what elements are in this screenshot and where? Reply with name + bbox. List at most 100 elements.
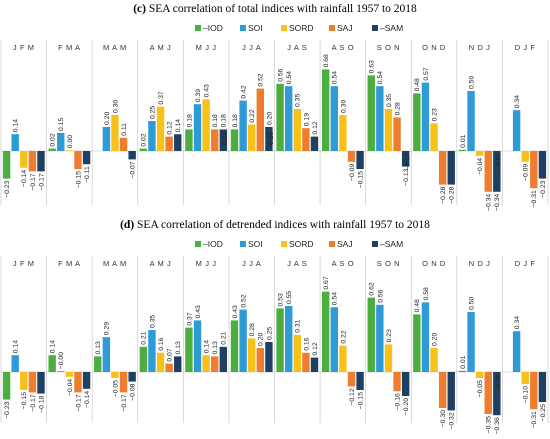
bar <box>512 110 521 151</box>
bar <box>57 371 65 372</box>
bar <box>321 69 330 151</box>
bar <box>356 151 364 169</box>
data-label: 0.30 <box>340 100 347 113</box>
data-label: 0.43 <box>204 84 211 97</box>
data-label: 0.68 <box>323 54 330 67</box>
legend-swatch <box>329 241 335 247</box>
bar <box>493 372 501 416</box>
bar <box>384 109 393 151</box>
bar <box>339 115 347 151</box>
data-label: 0.43 <box>232 305 239 318</box>
data-label: 0.16 <box>303 337 310 350</box>
data-label: 0.35 <box>149 315 156 328</box>
bar <box>219 129 228 151</box>
bar <box>430 348 438 372</box>
bar <box>94 356 102 372</box>
data-label: −0.14 <box>84 391 91 408</box>
bar <box>421 82 430 151</box>
bar <box>367 75 375 151</box>
category-label: S O N <box>377 259 400 268</box>
legend-label: SOI <box>248 23 263 33</box>
data-label: −0.32 <box>449 412 456 429</box>
category-label: J A S <box>287 43 307 52</box>
data-label: 0.28 <box>394 102 401 115</box>
category-label: F M A <box>58 43 81 52</box>
data-label: 0.54 <box>286 71 293 84</box>
data-label: −0.17 <box>30 173 37 190</box>
bar <box>2 372 11 400</box>
bar <box>512 331 521 372</box>
data-label: −0.11 <box>84 166 91 183</box>
bar <box>347 151 356 162</box>
data-label: 0.07 <box>167 348 174 361</box>
bar <box>530 151 538 189</box>
data-label: 0.48 <box>414 299 421 312</box>
bar <box>265 127 273 151</box>
data-label: 0.54 <box>332 292 339 305</box>
bar <box>484 372 492 414</box>
bar <box>48 148 56 151</box>
data-label: 0.29 <box>104 322 111 335</box>
bar <box>128 372 136 382</box>
bar <box>111 372 119 378</box>
data-label: −0.08 <box>130 383 137 400</box>
data-label: 0.42 <box>241 85 248 98</box>
category-label: A M J <box>150 43 172 52</box>
legend-swatch <box>372 241 378 247</box>
bar <box>11 355 19 372</box>
data-label: 0.19 <box>303 113 310 126</box>
bar <box>530 372 538 410</box>
data-label: 0.39 <box>195 89 202 102</box>
bar <box>521 372 529 384</box>
data-label: −0.09 <box>523 164 530 181</box>
bar <box>284 306 293 372</box>
data-label: 0.50 <box>468 76 475 89</box>
bar <box>82 372 91 389</box>
legend-swatch <box>240 25 246 31</box>
bar <box>447 151 455 185</box>
data-label: −0.13 <box>403 168 410 185</box>
data-label: 0.63 <box>369 60 376 73</box>
data-label: 0.35 <box>386 94 393 107</box>
bar <box>193 104 202 151</box>
data-label: −0.17 <box>30 394 37 411</box>
legend-label: SORD <box>289 23 314 33</box>
data-label: 0.13 <box>175 341 182 354</box>
data-label: 0.52 <box>241 294 248 307</box>
data-label: 0.12 <box>167 121 174 134</box>
data-label: −0.34 <box>494 194 501 211</box>
bar <box>265 342 273 372</box>
bar <box>458 370 467 372</box>
data-label: 0.67 <box>323 276 330 289</box>
legend-label: –IOD <box>203 23 223 33</box>
category-label: S O N <box>377 43 400 52</box>
category-label: M J J <box>196 259 217 268</box>
legend-label: SAJ <box>337 23 353 33</box>
bar <box>356 372 364 390</box>
data-label: −0.15 <box>75 171 82 188</box>
bar <box>401 151 410 167</box>
bar <box>119 372 128 393</box>
category-label: J J A <box>242 43 261 52</box>
bar <box>102 337 111 372</box>
data-label: −0.17 <box>405 153 412 170</box>
data-label: 0.22 <box>249 109 256 122</box>
chart-title: (d) SEA correlation of detrended indices… <box>120 219 430 231</box>
bar <box>165 136 173 151</box>
bar <box>219 346 228 372</box>
bar <box>493 151 501 192</box>
data-label: 0.12 <box>312 342 319 355</box>
data-label: 0.21 <box>221 331 228 344</box>
data-label: 0.55 <box>286 291 293 304</box>
bar <box>165 363 173 372</box>
bar <box>148 121 156 151</box>
category-label: J A S <box>287 259 307 268</box>
bar <box>239 100 247 151</box>
bar <box>202 99 210 151</box>
data-label: −0.04 <box>477 158 484 175</box>
bar <box>248 124 256 151</box>
category-label: M A M <box>103 259 127 268</box>
data-label: 0.13 <box>95 341 102 354</box>
data-label: −0.12 <box>349 388 356 405</box>
